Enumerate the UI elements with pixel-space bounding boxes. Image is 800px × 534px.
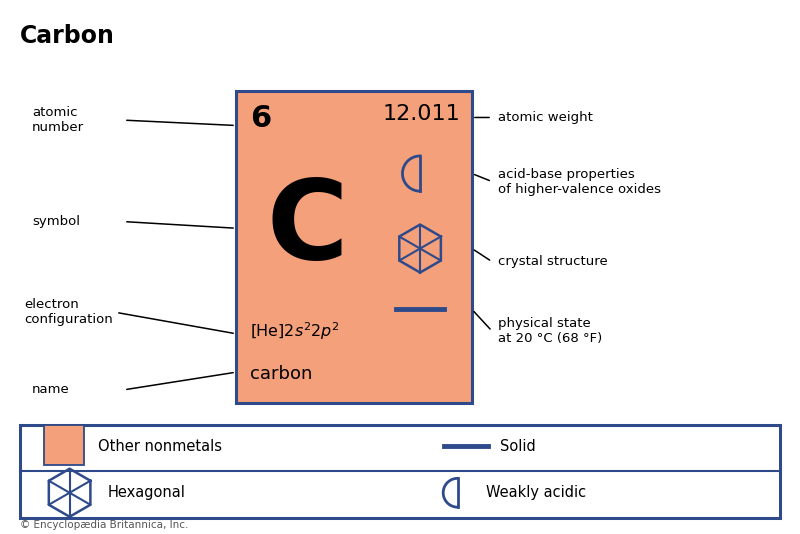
Text: physical state
at 20 °C (68 °F): physical state at 20 °C (68 °F) xyxy=(498,317,602,345)
Text: electron
configuration: electron configuration xyxy=(24,299,113,326)
Bar xyxy=(236,91,472,403)
Text: 6: 6 xyxy=(250,104,272,133)
Text: © Encyclopædia Britannica, Inc.: © Encyclopædia Britannica, Inc. xyxy=(20,520,188,530)
Text: symbol: symbol xyxy=(32,215,80,228)
Text: Solid: Solid xyxy=(500,438,536,453)
Text: atomic
number: atomic number xyxy=(32,106,84,134)
Text: C: C xyxy=(266,175,347,282)
Text: $\mathrm{[He]}2s^22p^2$: $\mathrm{[He]}2s^22p^2$ xyxy=(250,320,340,342)
Text: atomic weight: atomic weight xyxy=(498,111,594,124)
Text: 12.011: 12.011 xyxy=(382,104,460,124)
Text: carbon: carbon xyxy=(250,365,313,383)
Text: Hexagonal: Hexagonal xyxy=(108,485,186,500)
Bar xyxy=(20,425,780,518)
Bar xyxy=(44,425,84,465)
Text: crystal structure: crystal structure xyxy=(498,255,608,268)
Text: name: name xyxy=(32,383,70,396)
Text: Weakly acidic: Weakly acidic xyxy=(486,485,586,500)
Text: acid-base properties
of higher-valence oxides: acid-base properties of higher-valence o… xyxy=(498,168,662,195)
Text: Carbon: Carbon xyxy=(20,24,115,48)
Text: Other nonmetals: Other nonmetals xyxy=(98,438,222,453)
